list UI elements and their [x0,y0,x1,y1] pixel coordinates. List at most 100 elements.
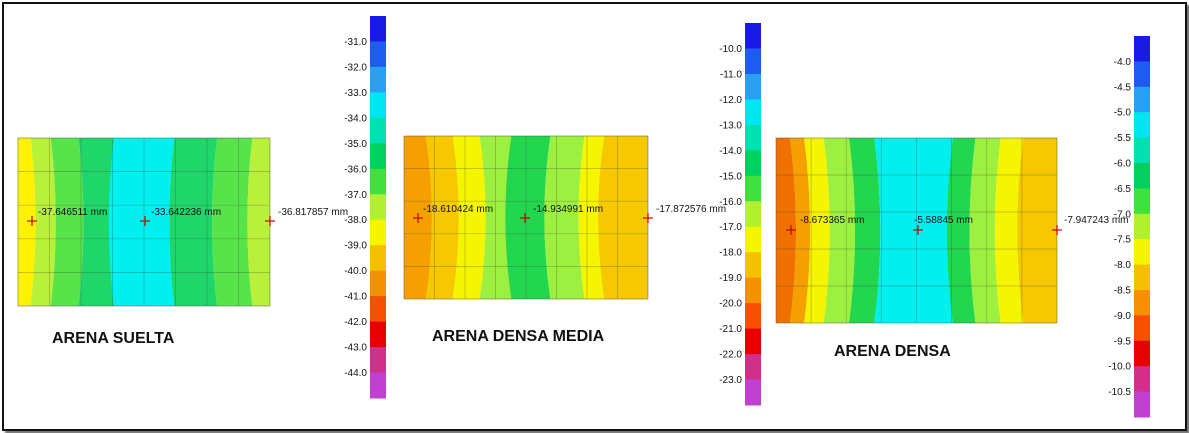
colorbar-tick-label: -9.5 [1114,336,1132,347]
contour-band [994,138,1024,323]
colorbar-tick-label: -35.0 [344,139,367,150]
contour-band [30,138,56,306]
colorbar-segment [1134,112,1150,139]
colorbar-tick-label: -13.0 [719,120,742,131]
contour-band [78,138,119,306]
colorbar-tick-label: -44.0 [344,368,367,379]
colorbar-segment [370,41,386,68]
probe-label-right: -17.872576 mm [656,204,726,215]
colorbar-segment [1134,36,1150,62]
colorbar-segment [370,143,386,170]
colorbar-tick-label: -8.0 [1114,260,1132,271]
colorbar-tick-label: -40.0 [344,266,367,277]
colorbar-segment [745,252,761,279]
colorbar-segment [745,124,761,151]
colorbar-segment [370,347,386,374]
panel-title: ARENA DENSA MEDIA [432,328,605,345]
colorbar-tick-label: -17.0 [719,222,742,233]
colorbar-arena-densa-media: -10.0 -11.0 -12.0 -13.0 -14.0 -15.0 -16.0 -17.0… [719,23,761,406]
colorbar-segment [1134,391,1150,418]
colorbar-tick-label: -21.0 [719,324,742,335]
colorbar-tick-label: -10.0 [719,44,742,55]
colorbar-segment [370,219,386,246]
colorbar-segment [370,245,386,272]
colorbar-tick-label: -16.0 [719,197,742,208]
colorbar-segment [370,296,386,323]
colorbar-segment [1134,264,1150,291]
colorbar-segment [370,66,386,93]
colorbar-tick-label: -38.0 [344,215,367,226]
panel-arena-densa [775,137,1062,324]
contour-band [108,138,175,306]
colorbar-tick-label: -19.0 [719,273,742,284]
contour-band [598,136,648,299]
colorbar-segment [370,270,386,297]
colorbar-segment [1134,340,1150,367]
colorbar-tick-label: -43.0 [344,343,367,354]
colorbar-tick-label: -20.0 [719,299,742,310]
colorbar-arena-densa: -4.0 -4.5 -5.0 -5.5 -6.0 -6.5 -7.0 -7.5 -8.0 -8.5… [1108,36,1150,418]
panel-arena-densa-media [403,135,653,300]
colorbar-segment [1134,188,1150,215]
colorbar-tick-label: -12.0 [719,95,742,106]
panel-arena-suelta [17,137,275,307]
contour-band [247,138,270,306]
probe-label-left: -18.610424 mm [423,204,493,215]
colorbar-segment [1134,137,1150,164]
contour-band [849,138,881,323]
colorbar-segment [745,354,761,381]
contour-band [947,138,976,323]
colorbar-tick-label: -10.0 [1108,362,1131,373]
colorbar-segment [745,99,761,126]
contour-band [790,138,811,323]
contour-band [969,138,1001,323]
colorbar-segment [745,150,761,177]
probe-label-right: -36.817857 mm [278,207,348,218]
colorbar-segment [370,92,386,119]
probe-label-left: -8.673365 mm [800,215,864,226]
colorbar-tick-label: -7.5 [1114,235,1132,246]
contour-band [212,138,253,306]
colorbar-segment [1134,366,1150,393]
colorbar-segment [1134,290,1150,316]
colorbar-segment [370,16,386,42]
colorbar-segment [1134,61,1150,88]
colorbar-segment [745,73,761,100]
colorbar-segment [745,175,761,202]
colorbar-segment [745,328,761,355]
colorbar-segment [745,226,761,253]
colorbar-segment [1134,239,1150,266]
contour-band [50,138,84,306]
contour-band [823,138,856,323]
colorbar-tick-label: -14.0 [719,146,742,157]
colorbar-segment [745,48,761,75]
colorbar-segment [745,23,761,49]
probe-label-center: -14.934991 mm [533,204,603,215]
probe-label-left: -37.646511 mm [38,207,107,218]
colorbar-tick-label: -5.0 [1114,108,1132,119]
colorbar-tick-label: -33.0 [344,88,367,99]
colorbar-tick-label: -18.0 [719,248,742,259]
colorbar-tick-label: -34.0 [344,113,367,124]
colorbar-tick-label: -10.5 [1108,387,1131,398]
contour-band [452,136,486,299]
colorbar-segment [1134,163,1150,189]
colorbar-segment [745,201,761,228]
contour-band [544,136,585,299]
contour-band [18,138,36,306]
colorbar-tick-label: -42.0 [344,317,367,328]
colorbar-segment [370,321,386,348]
colorbar-segment [1134,213,1150,240]
colorbar-segment [370,372,386,399]
colorbar-tick-label: -5.5 [1114,133,1132,144]
colorbar-tick-label: -41.0 [344,292,367,303]
contour-band [578,136,605,299]
probe-label-right: -7.947243 mm [1064,215,1128,226]
colorbar-tick-label: -23.0 [719,375,742,386]
contour-band [425,136,459,299]
colorbar-tick-label: -37.0 [344,190,367,201]
contour-band [169,138,218,306]
colorbar-segment [370,194,386,221]
colorbar-segment [370,117,386,144]
